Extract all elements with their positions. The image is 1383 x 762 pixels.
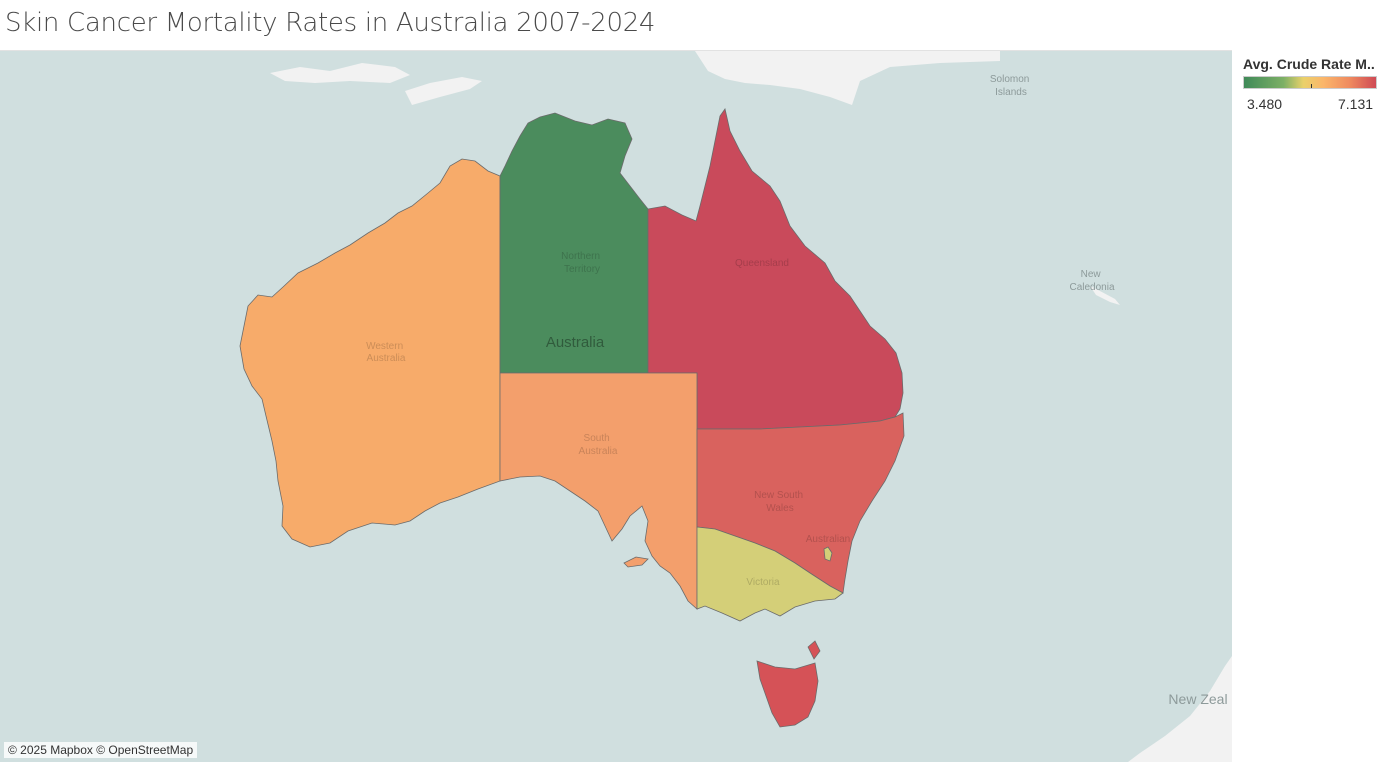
landmass-timor: [405, 77, 482, 105]
label-nsw-line2: Wales: [766, 503, 793, 514]
label-nt-line2: Territory: [564, 264, 600, 275]
label-queensland: Queensland: [735, 258, 789, 269]
label-wa-line2: Australia: [367, 353, 406, 364]
legend-min-label: 3.480: [1247, 96, 1283, 112]
legend-center-tick: [1311, 84, 1312, 88]
label-solomon-islands: Solomon Islands: [990, 74, 1032, 98]
state-tasmania[interactable]: [756, 660, 819, 728]
territory-act[interactable]: [823, 546, 833, 562]
label-new-caledonia: New Caledonia: [1069, 269, 1114, 293]
color-legend: Avg. Crude Rate M.. 3.480 7.131: [1243, 56, 1383, 112]
map-view[interactable]: Northern Territory Australia Western Aus…: [0, 50, 1232, 762]
label-sa-line1: South: [584, 433, 610, 444]
state-northern-territory[interactable]: [499, 112, 649, 374]
landmass-new-zealand: [1128, 656, 1232, 762]
landmass-new-caledonia: [1090, 286, 1120, 305]
state-south-australia[interactable]: [499, 372, 698, 610]
legend-title[interactable]: Avg. Crude Rate M..: [1243, 56, 1375, 72]
label-nc-line1: New: [1081, 269, 1102, 280]
label-solomon-line1: Solomon: [990, 74, 1029, 85]
legend-gradient-bar: [1243, 76, 1377, 89]
state-western-australia[interactable]: [239, 158, 501, 548]
label-act: Australian: [806, 534, 850, 545]
label-northern-territory: Northern Territory: [561, 251, 603, 275]
label-new-zealand: New Zeal: [1168, 691, 1227, 707]
map-canvas[interactable]: Northern Territory Australia Western Aus…: [0, 51, 1232, 762]
flinders-island[interactable]: [807, 640, 821, 660]
label-south-australia: South Australia: [579, 433, 618, 457]
label-wa-line1: Western: [366, 341, 403, 352]
label-nc-line2: Caledonia: [1069, 282, 1114, 293]
label-nt-line1: Northern: [561, 251, 600, 262]
landmass-new-guinea: [695, 51, 1000, 105]
state-victoria[interactable]: [696, 526, 844, 622]
label-western-australia: Western Australia: [366, 341, 406, 364]
page-title: Skin Cancer Mortality Rates in Australia…: [5, 8, 656, 38]
label-sa-line2: Australia: [579, 446, 618, 457]
label-solomon-line2: Islands: [995, 87, 1027, 98]
map-attribution[interactable]: © 2025 Mapbox © OpenStreetMap: [4, 742, 198, 758]
label-new-south-wales: New South Wales: [754, 490, 806, 514]
label-victoria: Victoria: [746, 577, 780, 588]
label-country: Australia: [546, 334, 605, 351]
kangaroo-island[interactable]: [623, 556, 649, 568]
label-nsw-line1: New South: [754, 490, 803, 501]
legend-max-label: 7.131: [1338, 96, 1374, 112]
landmass-indonesia: [270, 63, 410, 83]
